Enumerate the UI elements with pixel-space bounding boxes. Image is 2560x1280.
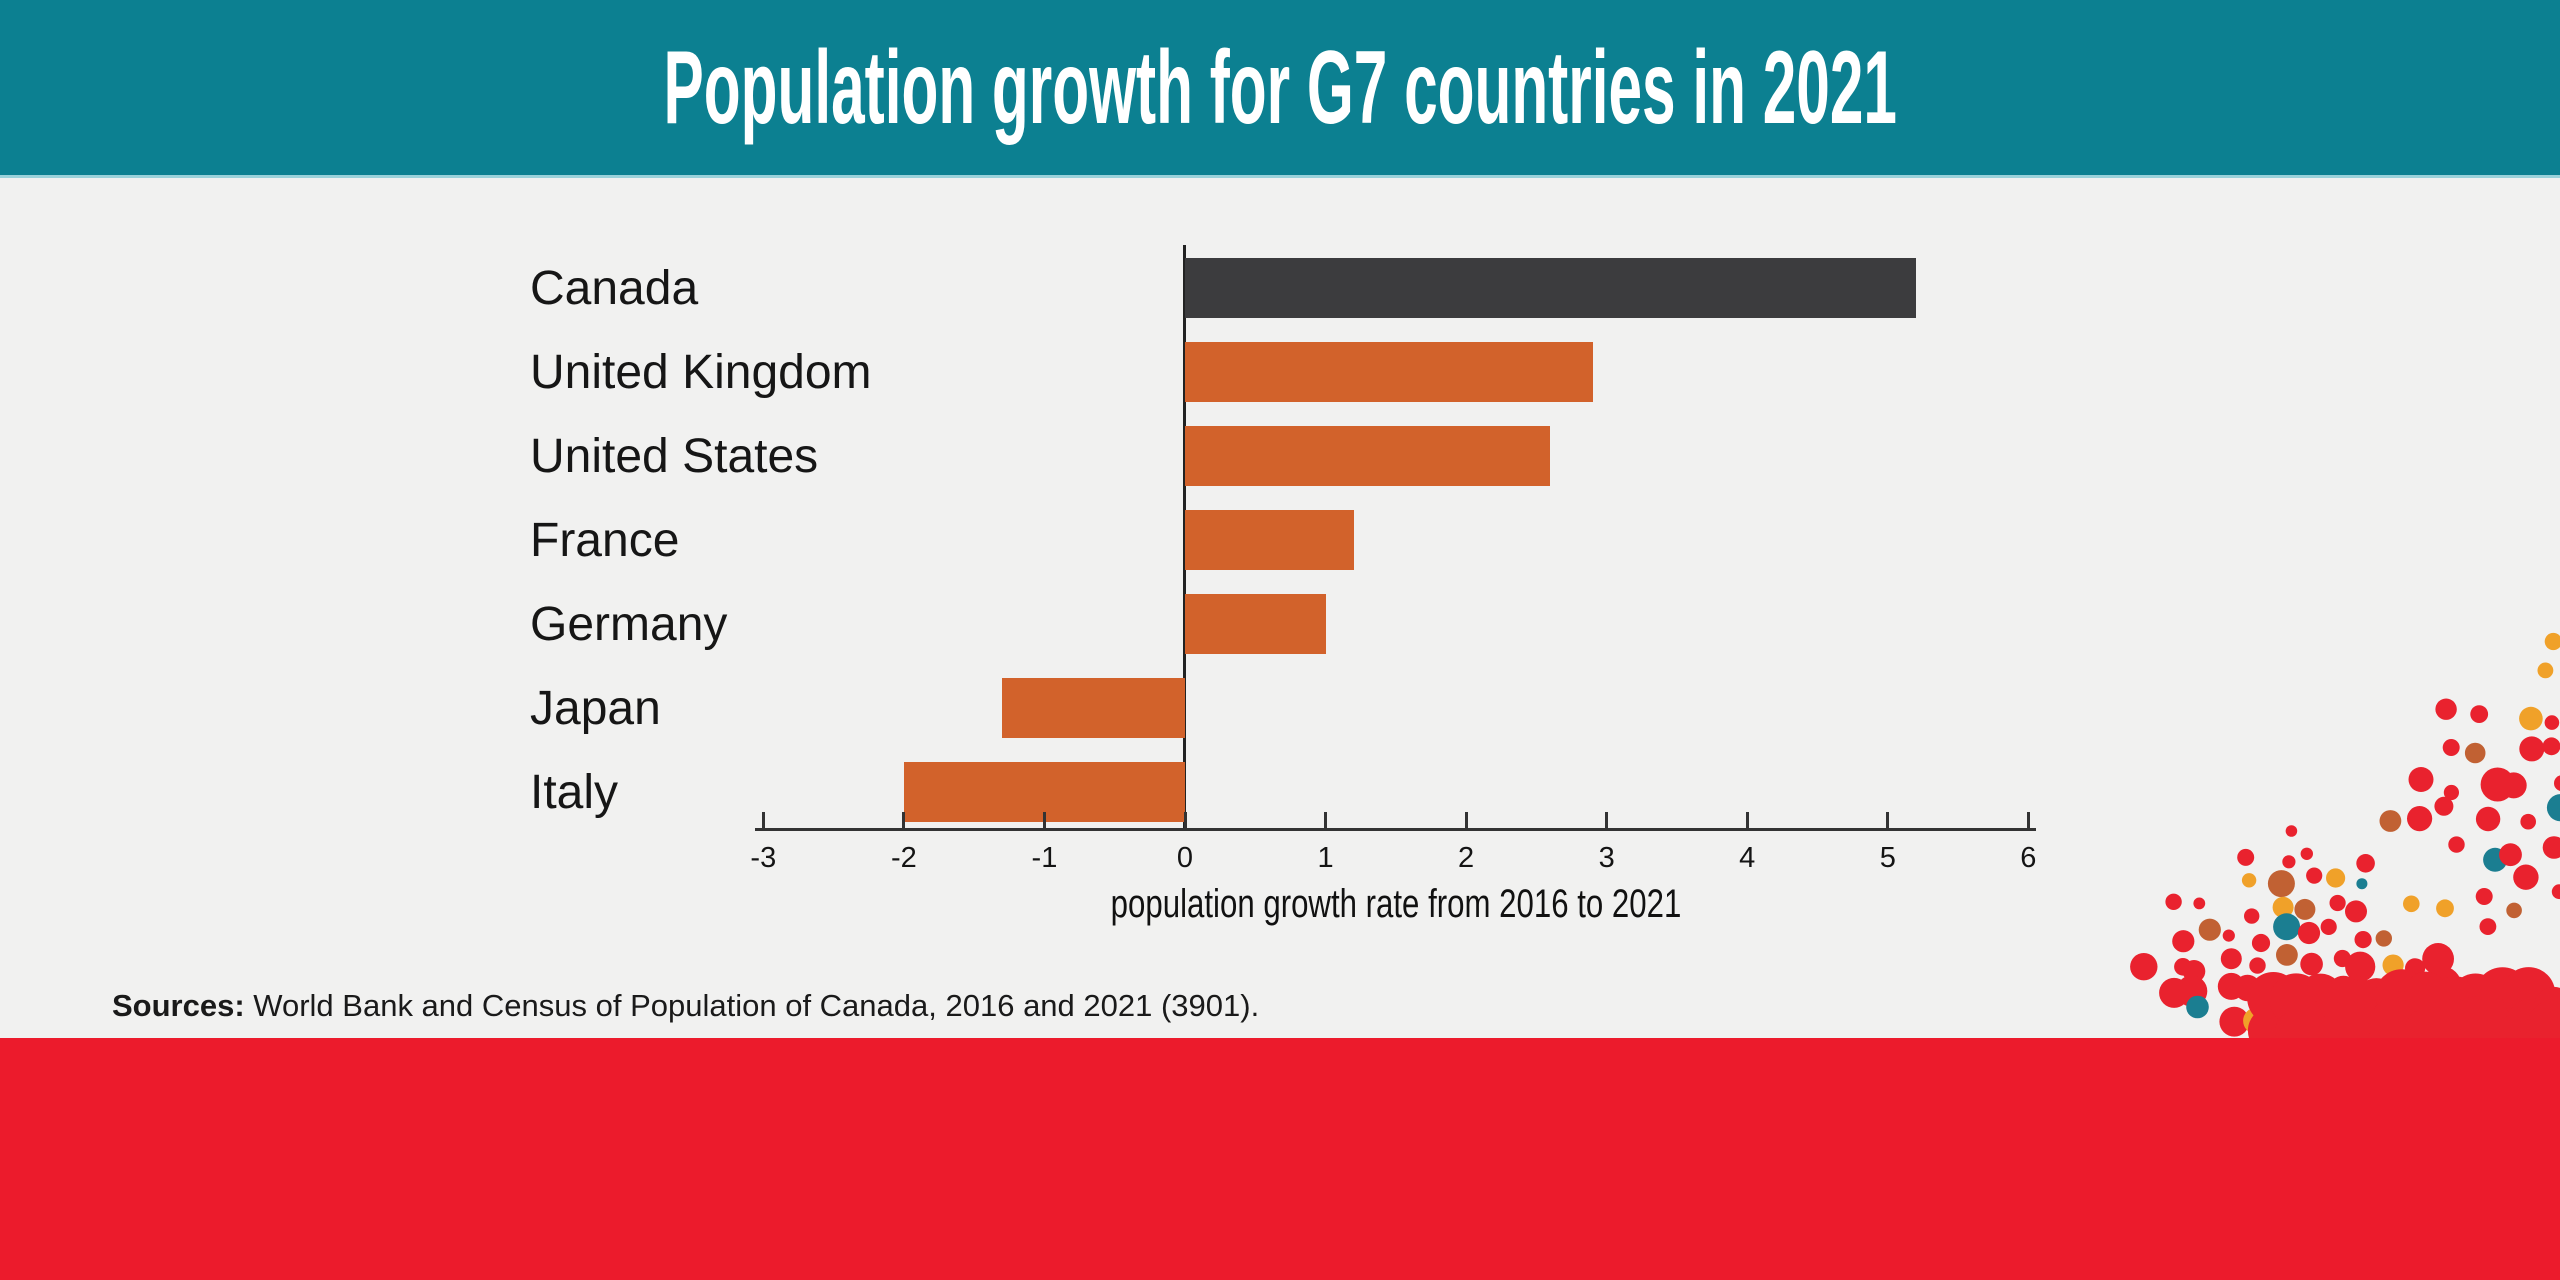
sources-text: World Bank and Census of Population of C… (244, 988, 1260, 1023)
x-tick (1183, 812, 1187, 828)
x-tick (1605, 812, 1609, 828)
x-tick-label: 4 (1739, 842, 1756, 874)
x-tick-label: 0 (1176, 842, 1194, 874)
bar-chart: population growth rate from 2016 to 2021… (530, 245, 2037, 926)
bar-united-kingdom (1185, 342, 1593, 402)
bar-united-states (1185, 426, 1551, 486)
bar-canada (1185, 258, 1916, 318)
x-tick-label: 6 (2020, 842, 2037, 874)
bar-france (1185, 510, 1354, 570)
x-tick-label: -3 (750, 842, 777, 874)
x-tick (761, 812, 765, 828)
header-band: Population growth for G7 countries in 20… (0, 0, 2560, 178)
x-tick (1042, 812, 1046, 828)
bar-label-france: France (530, 513, 680, 567)
sources-label: Sources: (112, 988, 245, 1023)
bar-label-italy: Italy (530, 765, 619, 819)
x-tick (2026, 812, 2030, 828)
x-tick-label: -2 (890, 842, 917, 874)
x-tick (902, 812, 906, 828)
bar-germany (1185, 594, 1326, 654)
bar-label-germany: Germany (530, 597, 728, 651)
x-tick-label: 5 (1879, 842, 1896, 874)
x-tick-label: 3 (1598, 842, 1615, 874)
x-tick (1886, 812, 1890, 828)
x-tick-label: 2 (1458, 842, 1475, 874)
x-tick (1745, 812, 1749, 828)
x-tick (1464, 812, 1468, 828)
x-tick-label: -1 (1031, 842, 1058, 874)
bar-label-canada: Canada (530, 261, 699, 315)
bar-label-united-states: United States (530, 429, 819, 483)
bar-japan (1002, 678, 1185, 738)
bar-label-united-kingdom: United Kingdom (530, 345, 872, 399)
sources-note: Sources: World Bank and Census of Popula… (112, 988, 1259, 1024)
bar-label-japan: Japan (530, 681, 661, 735)
x-tick (1324, 812, 1328, 828)
x-axis-line (755, 828, 2037, 831)
footer-band: Statistics Canada Statistique Canada Can… (0, 1038, 2560, 1280)
x-axis-title: population growth rate from 2016 to 2021 (1110, 882, 1682, 926)
page-title: Population growth for G7 countries in 20… (663, 29, 1897, 146)
maple-leaf-dots-decoration (2130, 632, 2560, 1038)
zero-axis-line (1183, 245, 1186, 831)
x-tick-label: 1 (1317, 842, 1334, 874)
